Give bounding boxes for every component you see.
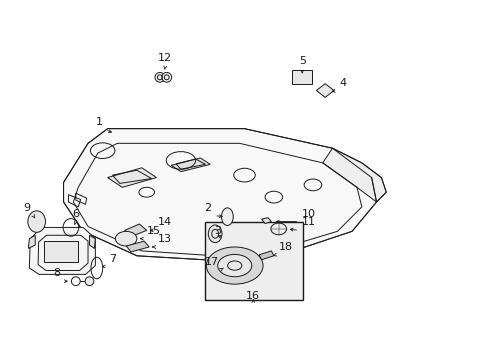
- Polygon shape: [259, 251, 273, 260]
- Text: 8: 8: [53, 268, 60, 278]
- Polygon shape: [107, 168, 156, 187]
- Ellipse shape: [162, 72, 171, 82]
- Ellipse shape: [206, 247, 263, 284]
- Ellipse shape: [208, 225, 222, 243]
- Text: 9: 9: [23, 203, 31, 213]
- Polygon shape: [28, 235, 35, 248]
- Polygon shape: [292, 71, 311, 84]
- Text: 14: 14: [158, 217, 172, 228]
- Ellipse shape: [155, 72, 164, 82]
- Polygon shape: [322, 148, 386, 202]
- Text: 6: 6: [72, 209, 79, 219]
- Text: 12: 12: [158, 53, 172, 63]
- Polygon shape: [29, 228, 95, 274]
- Text: 11: 11: [301, 217, 315, 228]
- Polygon shape: [126, 241, 149, 252]
- Text: 18: 18: [278, 242, 292, 252]
- Text: 1: 1: [96, 117, 102, 127]
- Text: 10: 10: [301, 209, 315, 219]
- Polygon shape: [171, 158, 210, 172]
- Text: 17: 17: [204, 257, 218, 266]
- Ellipse shape: [217, 255, 251, 277]
- Text: 5: 5: [298, 56, 305, 66]
- Text: 3: 3: [214, 226, 221, 236]
- Text: 7: 7: [109, 253, 116, 264]
- Polygon shape: [124, 224, 146, 236]
- Text: 13: 13: [158, 234, 172, 244]
- Bar: [205, 221, 303, 300]
- Text: 16: 16: [246, 291, 260, 301]
- Ellipse shape: [28, 211, 45, 232]
- Text: 4: 4: [339, 77, 346, 87]
- Polygon shape: [261, 218, 271, 224]
- Ellipse shape: [221, 208, 233, 225]
- Polygon shape: [89, 235, 95, 248]
- Polygon shape: [63, 129, 376, 261]
- Text: 15: 15: [146, 226, 161, 236]
- Polygon shape: [316, 84, 333, 97]
- Ellipse shape: [85, 277, 94, 285]
- Text: 2: 2: [204, 203, 211, 213]
- Ellipse shape: [115, 231, 137, 246]
- Polygon shape: [44, 241, 78, 262]
